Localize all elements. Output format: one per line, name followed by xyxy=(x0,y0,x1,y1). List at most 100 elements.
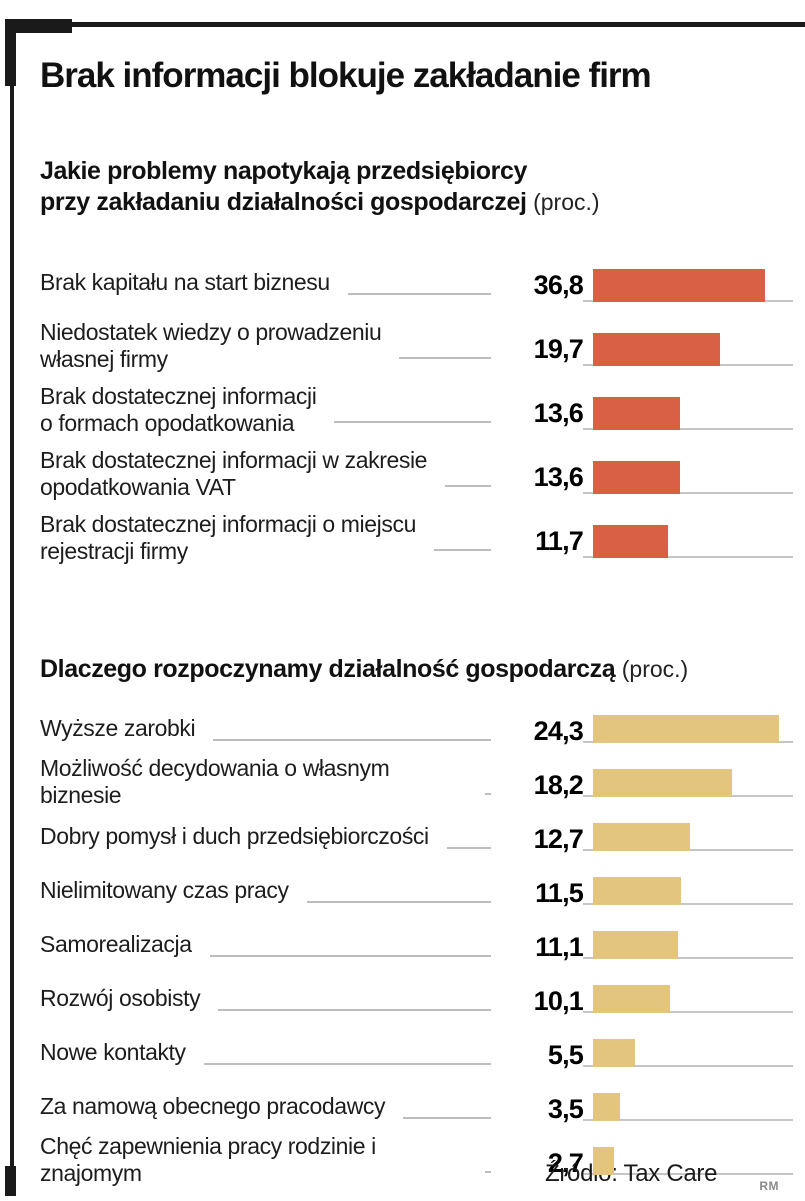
leader-line xyxy=(334,421,491,423)
row-label: Rozwój osobisty xyxy=(40,984,201,1011)
row-label: Nowe kontakty xyxy=(40,1038,186,1065)
chart-row: Samorealizacja 11,1 xyxy=(40,917,793,971)
row-label: Samorealizacja xyxy=(40,930,192,957)
section-problems-heading: Jakie problemy napotykają przedsiębiorcy… xyxy=(40,156,793,218)
bar-area xyxy=(583,314,793,378)
bar-baseline xyxy=(583,492,793,494)
chart-row: Brak dostatecznej informacji w zakresie o… xyxy=(40,442,793,506)
chart-row: Dobry pomysł i duch przedsiębiorczości 1… xyxy=(40,809,793,863)
chart-row: Rozwój osobisty 10,1 xyxy=(40,971,793,1025)
row-value: 11,5 xyxy=(535,877,584,908)
row-value: 13,6 xyxy=(533,461,584,492)
leader-line xyxy=(403,1117,491,1119)
leader-line xyxy=(433,549,491,551)
row-value: 11,1 xyxy=(535,931,584,962)
left-rule xyxy=(10,30,14,1196)
bar xyxy=(593,985,670,1013)
bar xyxy=(593,931,678,959)
row-value: 13,6 xyxy=(533,397,584,428)
row-label: Możliwość decydowania o własnym biznesie xyxy=(40,755,390,808)
bar-area xyxy=(583,442,793,506)
section-reasons-rows: Wyższe zarobki 24,3 Możliwość decydowani… xyxy=(40,701,793,1187)
row-value: 3,5 xyxy=(547,1093,584,1124)
leader-line xyxy=(209,955,491,957)
leader-line xyxy=(347,293,491,295)
credit-label: RM xyxy=(759,1179,779,1193)
bar xyxy=(593,823,690,851)
row-value: 12,7 xyxy=(533,823,584,854)
bar-area xyxy=(583,250,793,314)
bar xyxy=(593,269,765,302)
section-reasons-heading-line1: Dlaczego rozpoczynamy działalność gospod… xyxy=(40,655,616,683)
bar-baseline xyxy=(583,1011,793,1013)
section-problems-heading-line1: Jakie problemy napotykają przedsiębiorcy xyxy=(40,157,527,185)
leader-line xyxy=(485,793,491,795)
row-label: Brak dostatecznej informacji w zakresie o… xyxy=(40,447,428,500)
chart-row: Możliwość decydowania o własnym biznesie… xyxy=(40,755,793,809)
bar-area xyxy=(583,1079,793,1133)
chart-row: Chęć zapewnienia pracy rodzinie i znajom… xyxy=(40,1133,793,1187)
bar xyxy=(593,397,680,430)
bar xyxy=(593,715,779,743)
chart-row: Nowe kontakty 5,5 xyxy=(40,1025,793,1079)
source-label: Źródło: Tax Care xyxy=(545,1160,718,1187)
bar-area xyxy=(583,1133,793,1187)
bar-baseline xyxy=(583,903,793,905)
leader-line xyxy=(446,847,491,849)
bar xyxy=(593,1093,620,1121)
leader-line xyxy=(213,739,491,741)
row-value: 36,8 xyxy=(533,269,584,300)
bar-area xyxy=(583,506,793,570)
row-value: 5,5 xyxy=(547,1039,584,1070)
left-rule-end-cap xyxy=(5,1166,16,1196)
bar-baseline xyxy=(583,957,793,959)
bar xyxy=(593,1147,614,1175)
bar xyxy=(593,333,720,366)
leader-line xyxy=(399,357,491,359)
row-label: Brak kapitału na start biznesu xyxy=(40,268,330,295)
bar-baseline xyxy=(583,1173,793,1175)
section-problems: Jakie problemy napotykają przedsiębiorcy… xyxy=(40,156,793,570)
leader-line xyxy=(485,1171,491,1173)
row-label: Za namową obecnego pracodawcy xyxy=(40,1092,386,1119)
row-label: Niedostatek wiedzy o prowadzeniu własnej … xyxy=(40,319,382,372)
chart-row: Wyższe zarobki 24,3 xyxy=(40,701,793,755)
row-value: 2,7 xyxy=(547,1147,584,1178)
row-value: 24,3 xyxy=(533,715,584,746)
bar-area xyxy=(583,755,793,809)
row-value: 18,2 xyxy=(533,769,584,800)
chart-row: Brak kapitału na start biznesu 36,8 xyxy=(40,250,793,314)
chart-row: Brak dostatecznej informacji o miejscu re… xyxy=(40,506,793,570)
row-value: 10,1 xyxy=(533,985,584,1016)
row-label: Nielimitowany czas pracy xyxy=(40,876,289,903)
chart-row: Niedostatek wiedzy o prowadzeniu własnej … xyxy=(40,314,793,378)
bar-area xyxy=(583,701,793,755)
bar-area xyxy=(583,378,793,442)
section-problems-rows: Brak kapitału na start biznesu 36,8 Nied… xyxy=(40,250,793,570)
row-label: Chęć zapewnienia pracy rodzinie i znajom… xyxy=(40,1133,376,1186)
section-problems-heading-line2: przy zakładaniu działalności gospodarcze… xyxy=(40,188,527,216)
bar-baseline xyxy=(583,556,793,558)
chart-row: Brak dostatecznej informacji o formach op… xyxy=(40,378,793,442)
row-label: Wyższe zarobki xyxy=(40,714,196,741)
row-value: 11,7 xyxy=(535,525,584,556)
bar xyxy=(593,1039,635,1067)
row-label: Brak dostatecznej informacji o miejscu re… xyxy=(40,511,416,564)
leader-line xyxy=(445,485,491,487)
bar xyxy=(593,461,680,494)
section-problems-unit-note: (proc.) xyxy=(533,189,600,215)
page-title: Brak informacji blokuje zakładanie firm xyxy=(40,56,652,95)
chart-row: Nielimitowany czas pracy 11,5 xyxy=(40,863,793,917)
bar xyxy=(593,769,732,797)
leader-line xyxy=(218,1009,491,1011)
leader-line xyxy=(203,1063,491,1065)
bar-area xyxy=(583,971,793,1025)
bar-area xyxy=(583,809,793,863)
row-label: Dobry pomysł i duch przedsiębiorczości xyxy=(40,822,429,849)
bar xyxy=(593,877,681,905)
top-rule xyxy=(60,22,805,27)
bar-area xyxy=(583,1025,793,1079)
corner-bracket-icon xyxy=(5,19,72,33)
bar-baseline xyxy=(583,428,793,430)
